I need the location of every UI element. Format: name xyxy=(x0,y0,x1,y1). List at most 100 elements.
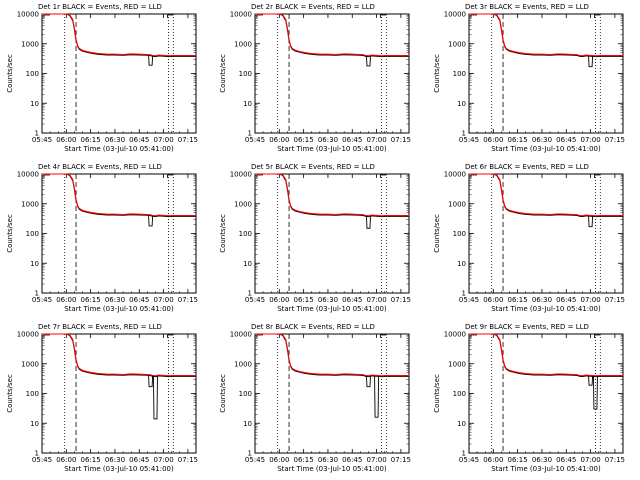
series-line-black xyxy=(42,13,196,58)
x-tick-label: 07:15 xyxy=(178,456,198,464)
y-axis-label: Counts/sec xyxy=(219,374,227,413)
range-marker xyxy=(380,334,387,338)
x-tick-label: 06:15 xyxy=(81,456,101,464)
series-dip xyxy=(366,55,371,67)
series-line-black xyxy=(42,333,196,378)
y-tick-label: 10000 xyxy=(230,11,252,19)
y-tick-label: 100 xyxy=(26,70,39,78)
y-tick-label: 100 xyxy=(26,390,39,398)
y-tick-label: 100 xyxy=(239,390,252,398)
y-axis-label: Counts/sec xyxy=(433,54,441,93)
y-tick-label: 1 xyxy=(462,130,466,138)
series-dip xyxy=(148,55,154,66)
chart-title: Det 1r BLACK = Events, RED = LLD xyxy=(38,3,162,11)
range-marker xyxy=(470,334,477,338)
range-marker xyxy=(167,174,174,178)
y-tick-label: 1 xyxy=(462,290,466,298)
y-tick-label: 1000 xyxy=(448,360,466,368)
y-tick-label: 100 xyxy=(239,230,252,238)
plot-frame xyxy=(254,333,410,454)
chart-title: Det 2r BLACK = Events, RED = LLD xyxy=(251,3,375,11)
x-tick-label: 07:15 xyxy=(391,136,411,144)
series-dip xyxy=(148,375,154,388)
y-tick-label: 100 xyxy=(453,230,466,238)
x-tick-label: 07:15 xyxy=(178,136,198,144)
range-marker xyxy=(380,174,387,178)
y-tick-label: 10 xyxy=(243,420,252,428)
y-tick-label: 1 xyxy=(248,130,252,138)
y-axis-label: Counts/sec xyxy=(219,214,227,253)
chart-title: Det 4r BLACK = Events, RED = LLD xyxy=(38,163,162,171)
x-axis-label: Start Time (03-Jul-10 05:41:00) xyxy=(64,145,174,153)
y-axis-label: Counts/sec xyxy=(6,374,14,413)
y-tick-label: 10000 xyxy=(230,171,252,179)
y-tick-label: 1000 xyxy=(21,200,39,208)
range-marker xyxy=(470,174,477,178)
series-line-red xyxy=(255,13,409,57)
range-marker xyxy=(43,334,50,338)
x-tick-label: 06:00 xyxy=(483,296,503,304)
plot-frame xyxy=(254,173,410,294)
x-tick-label: 06:45 xyxy=(129,456,149,464)
series-line-black xyxy=(469,13,623,58)
y-tick-label: 10000 xyxy=(17,331,39,339)
chart-panel: Det 8r BLACK = Events, RED = LLD 1 10 100 10… xyxy=(219,323,411,473)
y-tick-label: 1 xyxy=(248,290,252,298)
y-tick-label: 10 xyxy=(457,260,466,268)
x-tick-label: 07:15 xyxy=(391,296,411,304)
range-marker xyxy=(594,174,601,178)
series-line-red xyxy=(42,173,196,217)
x-tick-label: 06:15 xyxy=(508,136,528,144)
chart-panel: Det 9r BLACK = Events, RED = LLD 1 10 100 10… xyxy=(433,323,625,473)
series-dip xyxy=(588,215,594,228)
series-line-red xyxy=(469,13,623,57)
x-tick-label: 06:15 xyxy=(294,136,314,144)
x-tick-label: 06:15 xyxy=(508,456,528,464)
range-marker xyxy=(594,334,601,338)
x-tick-label: 07:00 xyxy=(366,136,386,144)
y-tick-label: 100 xyxy=(453,70,466,78)
plot-frame xyxy=(468,13,624,134)
y-tick-label: 10 xyxy=(30,420,39,428)
x-tick-label: 06:30 xyxy=(105,136,125,144)
range-marker xyxy=(256,334,263,338)
plot-frame xyxy=(41,173,197,294)
x-tick-label: 07:00 xyxy=(153,296,173,304)
series-dip xyxy=(153,375,158,420)
x-axis-label: Start Time (03-Jul-10 05:41:00) xyxy=(491,145,601,153)
series-line-black xyxy=(469,333,623,378)
chart-panel: Det 4r BLACK = Events, RED = LLD 1 10 100 10… xyxy=(6,163,198,313)
x-tick-label: 06:45 xyxy=(342,456,362,464)
y-axis-label: Counts/sec xyxy=(433,214,441,253)
series-line-black xyxy=(469,173,623,218)
y-tick-label: 10 xyxy=(243,100,252,108)
x-tick-label: 07:00 xyxy=(366,456,386,464)
series-line-black xyxy=(42,173,196,218)
x-tick-label: 07:15 xyxy=(178,296,198,304)
y-tick-label: 10000 xyxy=(444,171,466,179)
series-line-red xyxy=(255,173,409,217)
x-tick-label: 06:30 xyxy=(532,456,552,464)
x-tick-label: 06:15 xyxy=(294,296,314,304)
x-tick-label: 06:30 xyxy=(105,456,125,464)
plot-frame xyxy=(468,333,624,454)
series-line-red xyxy=(469,173,623,217)
x-axis-label: Start Time (03-Jul-10 05:41:00) xyxy=(277,305,387,313)
x-tick-label: 05:45 xyxy=(245,136,265,144)
series-dip xyxy=(374,375,380,418)
y-tick-label: 10 xyxy=(243,260,252,268)
x-axis-label: Start Time (03-Jul-10 05:41:00) xyxy=(277,145,387,153)
x-tick-label: 06:30 xyxy=(105,296,125,304)
x-tick-label: 06:00 xyxy=(56,136,76,144)
y-tick-label: 10 xyxy=(457,100,466,108)
x-axis-label: Start Time (03-Jul-10 05:41:00) xyxy=(491,465,601,473)
x-tick-label: 06:30 xyxy=(532,296,552,304)
x-tick-label: 06:00 xyxy=(56,296,76,304)
x-axis-label: Start Time (03-Jul-10 05:41:00) xyxy=(64,465,174,473)
y-tick-label: 1000 xyxy=(234,40,252,48)
plot-frame xyxy=(468,173,624,294)
range-marker xyxy=(380,14,387,18)
x-tick-label: 05:45 xyxy=(32,456,52,464)
chart-panel: Det 6r BLACK = Events, RED = LLD 1 10 100 10… xyxy=(433,163,625,313)
x-axis-label: Start Time (03-Jul-10 05:41:00) xyxy=(64,305,174,313)
